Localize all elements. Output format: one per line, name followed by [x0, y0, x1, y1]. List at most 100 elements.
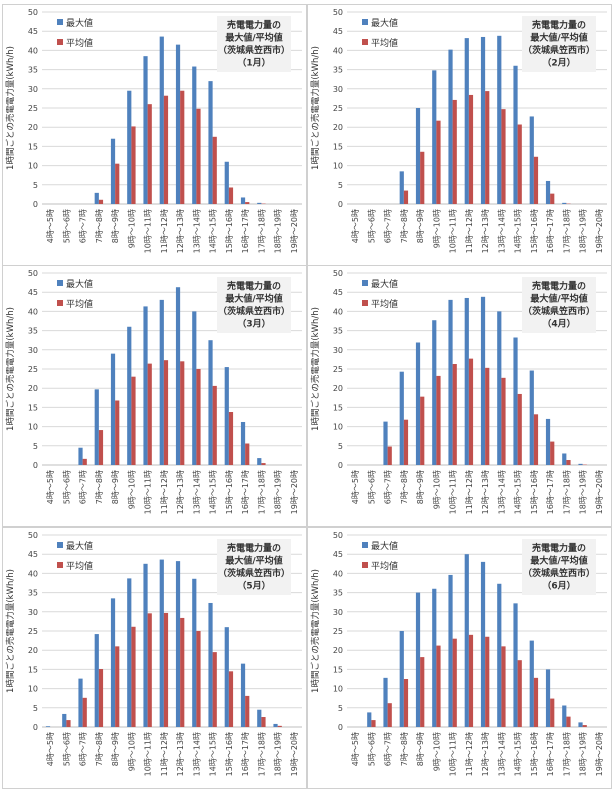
y-tick-label: 20 — [28, 384, 38, 393]
bar-avg — [468, 94, 474, 204]
bar-avg — [66, 720, 71, 727]
x-tick-label: 7時～8時 — [400, 470, 409, 504]
chart-panel: 0 5 10 15 20 25 30 35 40 45 50 1時間ごとの売電電力量(kWh/h) 4時… — [2, 527, 307, 789]
bar-max — [415, 342, 421, 465]
y-tick-label: 0 — [33, 200, 38, 209]
bar-avg — [228, 187, 234, 204]
x-tick-label: 17時～18時 — [562, 470, 571, 514]
y-tick-label: 20 — [28, 123, 38, 132]
legend-swatch — [57, 542, 63, 548]
bar-avg — [550, 441, 555, 465]
title-line: （茨城県笠西市） — [523, 567, 595, 579]
bar-avg — [245, 443, 250, 465]
y-tick-label: 50 — [333, 269, 343, 278]
x-tick-label: 10時～11時 — [449, 732, 458, 776]
bar-avg — [261, 717, 266, 727]
y-tick-label: 5 — [33, 181, 38, 190]
bar-avg — [501, 646, 506, 727]
legend-label: 最大値 — [66, 540, 93, 552]
bar-avg — [115, 646, 120, 727]
y-tick-label: 50 — [28, 269, 38, 278]
x-tick-label: 12時～13時 — [176, 470, 185, 514]
bar-avg — [131, 626, 136, 727]
x-tick-label: 8時～9時 — [416, 732, 425, 766]
x-tick-label: 8時～9時 — [416, 209, 425, 243]
y-tick-label: 10 — [28, 162, 38, 171]
bar-max — [110, 138, 116, 204]
bar-avg — [180, 617, 185, 727]
y-tick-label: 35 — [28, 66, 38, 75]
y-tick-label: 45 — [28, 288, 38, 297]
legend-swatch — [57, 562, 63, 568]
y-tick-label: 20 — [333, 646, 343, 655]
y-tick-label: 30 — [333, 346, 343, 355]
title-line: （5月） — [237, 581, 270, 592]
bar-max — [464, 297, 469, 465]
bar-max — [224, 161, 229, 204]
x-tick-label: 19時～20時 — [290, 470, 299, 514]
x-tick-label: 16時～17時 — [546, 209, 555, 253]
y-tick-label: 0 — [338, 723, 343, 732]
chart-panel: 0 5 10 15 20 25 30 35 40 45 50 1時間ごとの売電電力量(kWh/h) 4時… — [307, 527, 612, 789]
bar-avg — [468, 358, 474, 465]
bar-max — [78, 447, 83, 465]
x-tick-label: 6時～7時 — [79, 209, 88, 243]
y-tick-label: 40 — [28, 46, 38, 55]
bar-avg — [403, 190, 409, 204]
x-tick-label: 9時～10時 — [127, 209, 136, 248]
legend-label: 最大値 — [371, 17, 398, 29]
bar-avg — [82, 697, 87, 727]
bar-max — [175, 287, 181, 465]
bar-max — [497, 35, 502, 204]
y-tick-label: 25 — [28, 365, 38, 374]
y-tick-label: 15 — [28, 142, 38, 151]
x-tick-label: 9時～10時 — [432, 470, 441, 509]
legend-swatch — [362, 19, 368, 25]
bar-avg — [517, 660, 522, 727]
x-tick-label: 11時～12時 — [160, 470, 169, 514]
bar-max — [240, 421, 246, 465]
x-tick-label: 18時～19時 — [274, 209, 283, 253]
bar-max — [432, 70, 437, 205]
bar-avg — [196, 369, 201, 465]
x-tick-label: 17時～18時 — [257, 209, 266, 253]
bar-avg — [420, 396, 425, 465]
title-line: （茨城県笠西市） — [523, 44, 595, 56]
bar-max — [159, 36, 164, 204]
bar-avg — [452, 638, 457, 727]
bar-max — [383, 421, 388, 465]
x-tick-label: 17時～18時 — [257, 732, 266, 776]
x-tick-label: 9時～10時 — [127, 470, 136, 509]
bar-avg — [452, 99, 457, 204]
title-line: 最大値/平均値 — [225, 293, 282, 305]
bar-max — [464, 554, 469, 727]
bar-max — [94, 192, 99, 204]
bar-max — [529, 370, 534, 465]
bar-max — [273, 723, 278, 727]
x-tick-label: 7時～8時 — [400, 732, 409, 766]
legend-label: 平均値 — [66, 37, 93, 49]
x-tick-label: 7時～8時 — [400, 209, 409, 243]
title-line: （3月） — [237, 319, 270, 330]
x-tick-label: 14時～15時 — [514, 470, 523, 514]
bar-max — [578, 722, 583, 727]
bar-max — [415, 108, 421, 204]
bar-avg — [566, 460, 571, 465]
x-tick-label: 18時～19時 — [274, 732, 283, 776]
chart-svg: 0 5 10 15 20 25 30 35 40 45 50 1時間ごとの売電電力量(kWh/h) 4時… — [307, 527, 612, 789]
bar-max — [513, 603, 518, 727]
x-tick-label: 5時～6時 — [62, 732, 71, 766]
x-tick-label: 19時～20時 — [595, 470, 604, 514]
y-tick-label: 35 — [28, 589, 38, 598]
x-tick-label: 6時～7時 — [384, 732, 393, 766]
x-tick-label: 7時～8時 — [95, 470, 104, 504]
x-tick-label: 15時～16時 — [530, 209, 539, 253]
y-tick-label: 50 — [28, 531, 38, 540]
legend-swatch — [57, 300, 63, 306]
bar-max — [497, 311, 502, 465]
y-axis-label: 1時間ごとの売電電力量(kWh/h) — [310, 307, 321, 431]
